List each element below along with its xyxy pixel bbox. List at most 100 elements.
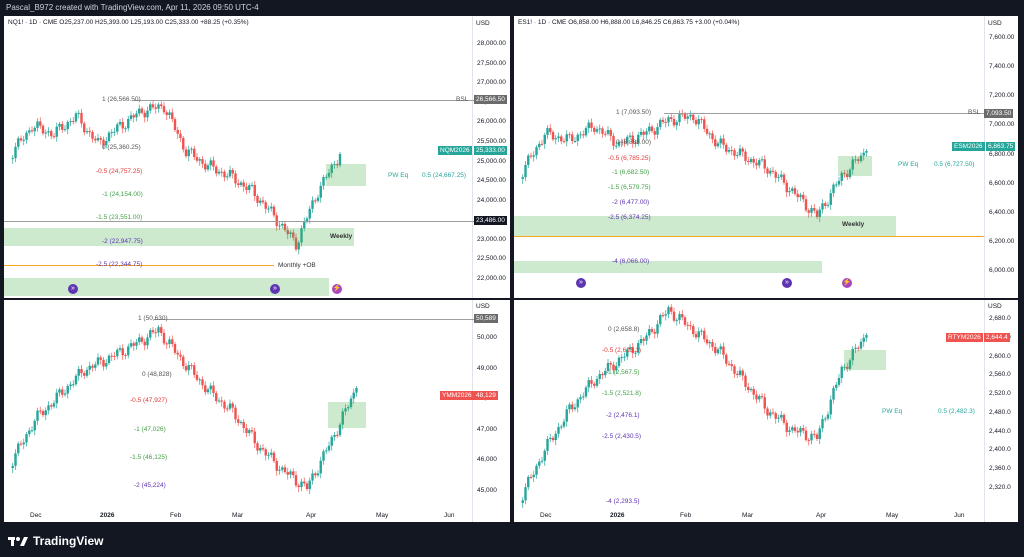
nq-candle xyxy=(264,202,267,209)
ym-date-axis[interactable]: Dec 2026 Feb Mar Apr May Jun xyxy=(4,510,472,522)
nq-candle xyxy=(250,184,254,186)
rty-candle xyxy=(771,412,775,414)
ym-candle xyxy=(322,451,325,461)
nq-candle xyxy=(33,127,36,132)
es-candle xyxy=(711,133,714,140)
nq-axis-tick: 27,000.00 xyxy=(477,79,506,87)
nq-candle xyxy=(237,183,240,185)
nq-candle xyxy=(91,131,94,139)
nq-candle xyxy=(184,149,188,157)
ym-candle xyxy=(41,411,45,416)
es-event-icon-1[interactable]: » xyxy=(576,278,586,288)
ym-candle xyxy=(173,344,177,353)
es-candle xyxy=(689,114,692,117)
es-candle xyxy=(703,119,706,129)
es-fib-1: 1 (7,093.50) xyxy=(616,109,652,116)
es-candle xyxy=(521,177,524,179)
rty-candle xyxy=(540,460,544,462)
nq-price-axis[interactable]: 28,000.0027,500.0027,000.0026,500.0026,0… xyxy=(472,16,510,298)
es-bsl-line xyxy=(664,113,984,114)
nq-candle xyxy=(289,232,292,235)
ym-candle xyxy=(349,398,353,408)
es-candle xyxy=(653,131,656,135)
nq-candle xyxy=(149,104,152,111)
ym-candle xyxy=(281,467,284,470)
ym-candle xyxy=(325,450,328,452)
ym-candles-svg xyxy=(11,324,358,494)
es-chart-panel[interactable]: ES1! · 1D · CME O6,858.00 H6,888.00 L6,8… xyxy=(514,16,1018,298)
ym-chart-panel[interactable]: USD 50,00049,00048,00047,00046,00045,000… xyxy=(4,300,510,522)
nq-axis-tick: 25,000.00 xyxy=(477,157,506,165)
nq-axis-tick: 26,000.00 xyxy=(477,118,506,126)
rty-candle xyxy=(549,437,552,439)
es-axis-tick: 7,000.00 xyxy=(989,121,1015,129)
rty-candle xyxy=(689,325,692,327)
rty-candle xyxy=(576,399,579,408)
es-candle xyxy=(829,193,832,205)
rty-candle xyxy=(675,320,678,322)
es-candle xyxy=(672,118,676,126)
ym-candle xyxy=(146,337,149,346)
ym-candle xyxy=(129,343,133,347)
nq-event-icon-1[interactable]: » xyxy=(68,284,78,294)
ym-candle xyxy=(198,379,201,381)
es-candle xyxy=(524,164,527,178)
rty-candle xyxy=(821,419,824,429)
rty-date-axis[interactable]: Dec 2026 Feb Mar Apr May Jun xyxy=(514,510,984,522)
es-axis-tick: 7,400.00 xyxy=(989,63,1015,71)
rty-candle xyxy=(857,347,860,349)
es-candle xyxy=(535,147,538,156)
nq-price-value-tag: 25,333.00 xyxy=(474,146,507,155)
nq-candle xyxy=(50,131,53,137)
es-candle xyxy=(766,168,769,174)
rty-candle xyxy=(562,421,566,427)
es-event-icon-2[interactable]: » xyxy=(782,278,792,288)
es-candle xyxy=(568,134,571,136)
rty-candle xyxy=(780,414,783,418)
nq-candle xyxy=(198,159,201,161)
ym-candle xyxy=(283,467,287,473)
rty-candle xyxy=(815,434,819,439)
nq-candle xyxy=(226,176,229,178)
nq-event-icon-3[interactable]: ⚡ xyxy=(332,284,342,294)
nq-event-icon-2[interactable]: » xyxy=(270,284,280,294)
nq-candle xyxy=(231,169,234,174)
ym-candle xyxy=(300,481,303,488)
rty-candle xyxy=(584,387,588,397)
nq-chart-panel[interactable]: NQ1! · 1D · CME O25,237.00 H25,393.00 L2… xyxy=(4,16,510,298)
es-candle xyxy=(813,208,816,211)
rty-chart-panel[interactable]: USD 2,680.02,640.02,600.02,560.02,520.02… xyxy=(514,300,1018,522)
ym-candle xyxy=(135,342,138,346)
rty-candle xyxy=(667,307,670,315)
nq-bsl-line xyxy=(134,100,474,101)
es-candle xyxy=(590,122,593,128)
rty-candle xyxy=(543,450,546,461)
es-price-axis[interactable]: 7,600.00 7,400.00 7,200.00 7,000.00 6,800.00… xyxy=(984,16,1018,298)
nq-candle xyxy=(215,166,218,174)
es-candle xyxy=(799,194,802,198)
ym-candle xyxy=(319,460,322,474)
es-candle xyxy=(716,143,720,147)
rty-date-tick: 2026 xyxy=(610,512,625,519)
nq-candle xyxy=(165,112,168,116)
ym-candle xyxy=(305,483,309,489)
ym-candle xyxy=(259,447,262,451)
nq-candle xyxy=(25,132,28,140)
es-candle xyxy=(604,133,607,135)
es-event-icon-3[interactable]: ⚡ xyxy=(842,278,852,288)
nq-currency: USD xyxy=(476,20,490,27)
rty-candle xyxy=(843,366,846,368)
rty-fib-neg15: -1.5 (2,521.8) xyxy=(602,390,642,397)
nq-candle xyxy=(132,115,135,118)
es-candle xyxy=(634,142,637,144)
nq-candle xyxy=(116,124,119,132)
nq-axis-tick: 27,500.00 xyxy=(477,59,506,67)
rty-candle xyxy=(749,388,753,391)
es-candle xyxy=(593,127,596,132)
ym-candle xyxy=(50,405,53,407)
ym-candle xyxy=(52,403,56,407)
es-candle xyxy=(571,134,574,142)
ym-candle xyxy=(39,410,42,412)
nq-candle xyxy=(36,121,39,128)
